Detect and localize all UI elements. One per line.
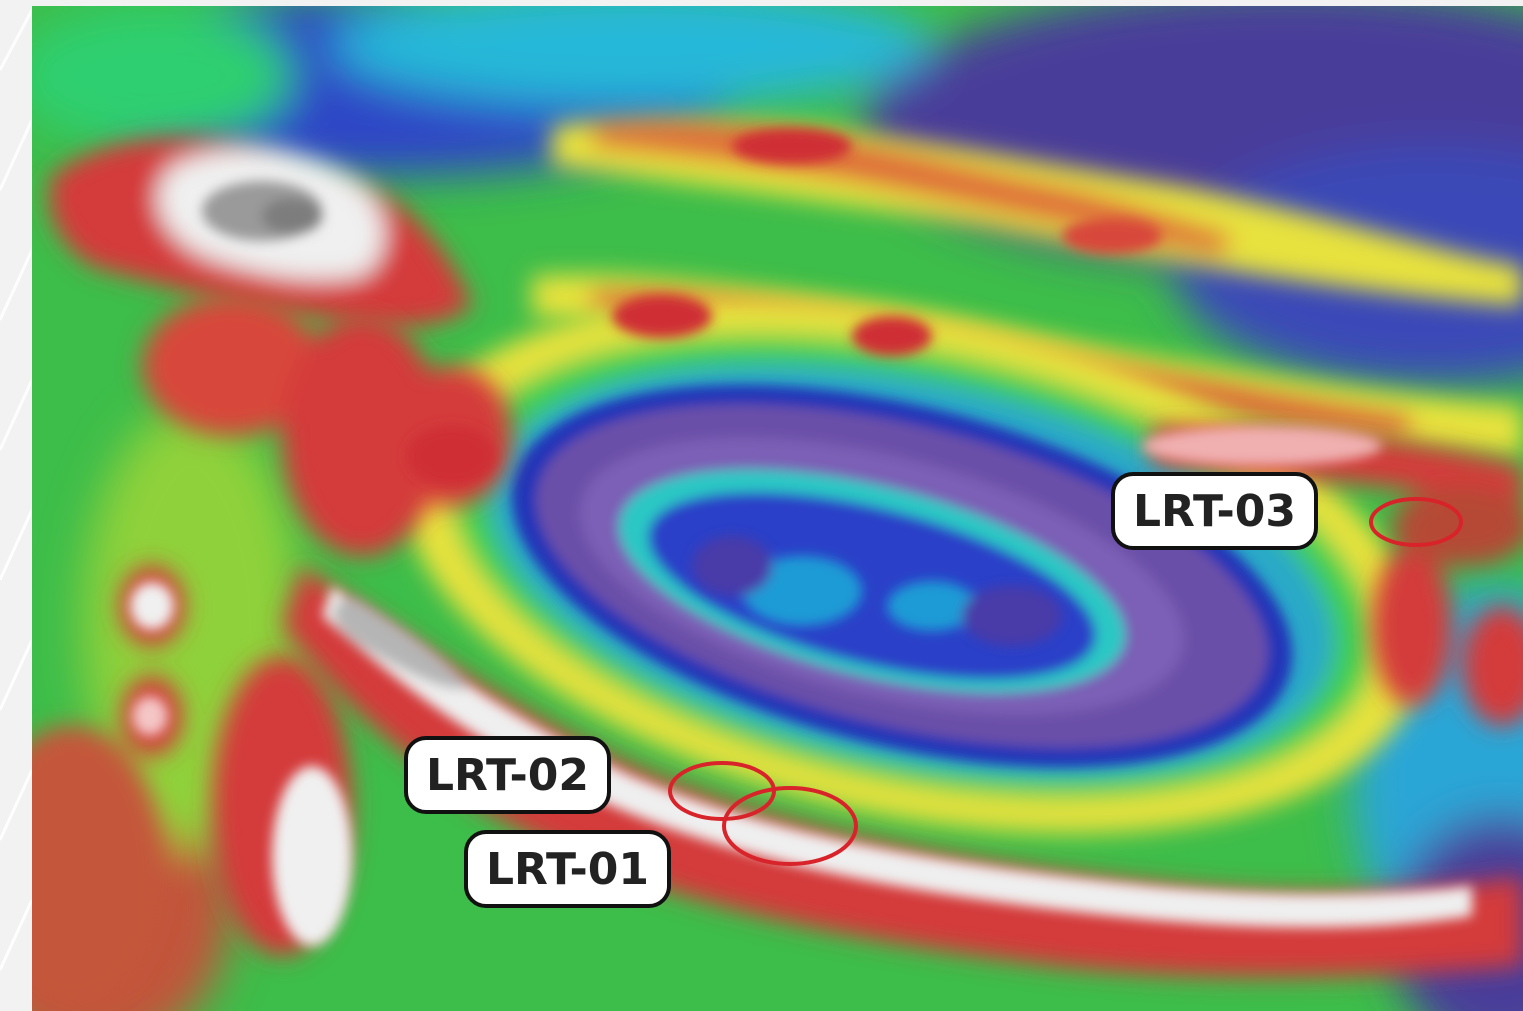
- target-rings: [668, 497, 1463, 866]
- magnetic-anomaly-layer: [32, 6, 1523, 1011]
- label-lrt-03[interactable]: LRT-03: [1111, 472, 1318, 550]
- lrt-01-ring[interactable]: [722, 786, 858, 866]
- label-lrt-01[interactable]: LRT-01: [464, 830, 671, 908]
- lrt-03-ring[interactable]: [1369, 497, 1463, 547]
- magnetic-map[interactable]: [32, 6, 1523, 1011]
- label-lrt-02[interactable]: LRT-02: [404, 736, 611, 814]
